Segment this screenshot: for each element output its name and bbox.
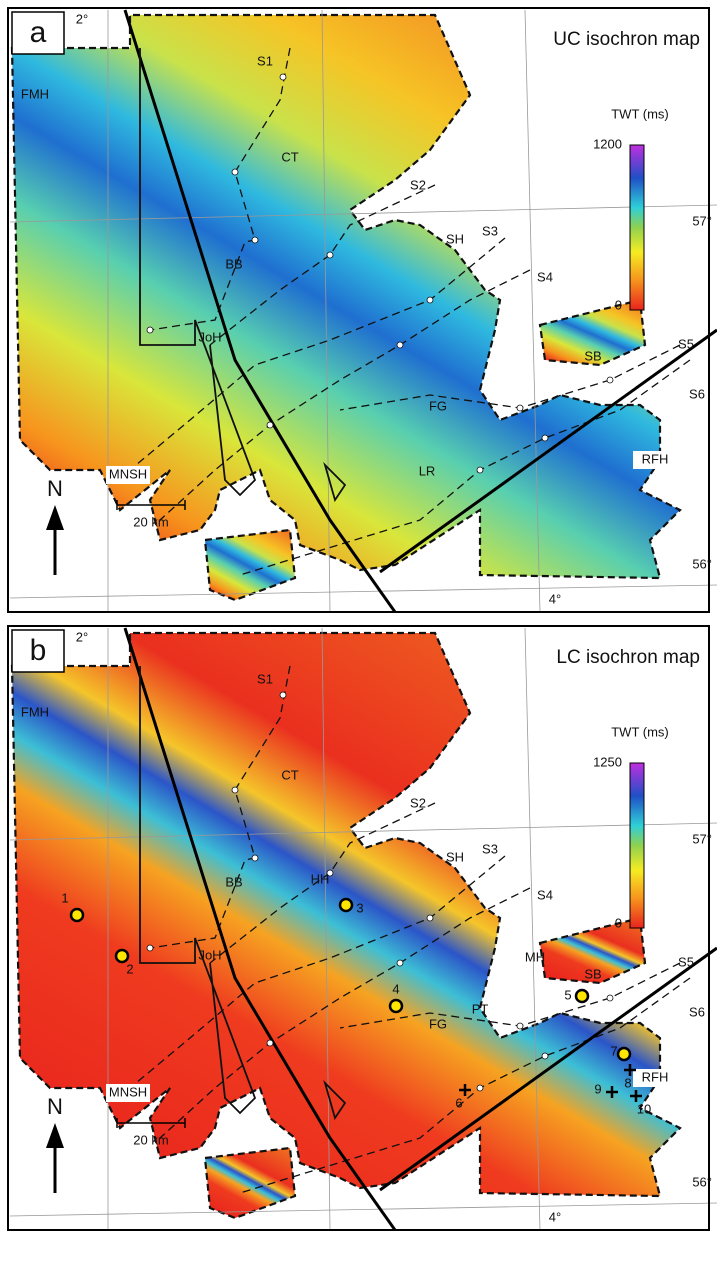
- well-label: 4: [392, 981, 399, 996]
- longitude-label: 4°: [549, 591, 561, 606]
- well-label: 2: [126, 961, 133, 976]
- profile-label: S6: [689, 386, 705, 401]
- area-label: SH: [446, 231, 464, 246]
- area-label: FG: [429, 398, 447, 413]
- profile-label: S6: [689, 1004, 705, 1019]
- profile-label: S1: [257, 671, 273, 686]
- well-marker: [69, 907, 85, 923]
- well-label: 3: [356, 900, 363, 915]
- longitude-label: 2°: [76, 11, 88, 26]
- scale-label: 20 km: [133, 514, 168, 529]
- area-label: SB: [584, 348, 601, 363]
- latitude-label: 56°: [692, 1174, 712, 1189]
- area-label: CT: [281, 149, 298, 164]
- area-label: FMH: [21, 86, 49, 101]
- isochron-map: [10, 631, 682, 1220]
- label-box: [106, 1084, 150, 1102]
- label-box: [106, 466, 150, 484]
- label-box: [633, 1069, 677, 1087]
- profile-label: S1: [257, 53, 273, 68]
- well-marker: [459, 1084, 471, 1096]
- latitude-label: 57°: [692, 831, 712, 846]
- north-label: N: [47, 476, 63, 501]
- colorbar-max: 1200: [593, 136, 622, 151]
- area-label: JoH: [198, 947, 221, 962]
- panel-a: a UC isochron map TWT (ms) 1200 0 2° 4° 57° 56° N…: [6, 6, 717, 614]
- area-label: BB: [225, 256, 242, 271]
- well-marker: [114, 948, 130, 964]
- area-label: MH: [525, 949, 545, 964]
- area-label: MNSH: [109, 1084, 147, 1099]
- area-label: SH: [446, 849, 464, 864]
- well-label: 8: [624, 1075, 631, 1090]
- well-label: 5: [564, 987, 571, 1002]
- colorbar-max: 1250: [593, 754, 622, 769]
- well-marker: [338, 897, 354, 913]
- panel-b: b LC isochron map TWT (ms) 1250 0 2° 4° 57° 56° N…: [6, 624, 717, 1232]
- colorbar-label: TWT (ms): [611, 106, 669, 121]
- profile-label: S2: [410, 177, 426, 192]
- profile-label: S3: [482, 841, 498, 856]
- colorbar-min: 0: [615, 915, 622, 930]
- profile-label: S4: [537, 269, 553, 284]
- well-marker: [624, 1064, 636, 1076]
- area-label: BB: [225, 874, 242, 889]
- well-label: 6: [455, 1095, 462, 1110]
- well-label: 7: [610, 1043, 617, 1058]
- well-label: 1: [61, 890, 68, 905]
- area-label: FG: [429, 1016, 447, 1031]
- profile-label: S5: [678, 336, 694, 351]
- area-label: MNSH: [109, 466, 147, 481]
- well-label: 10: [637, 1101, 651, 1116]
- area-label: SB: [584, 966, 601, 981]
- area-label: JoH: [198, 329, 221, 344]
- well-marker: [616, 1046, 632, 1062]
- area-label: PT: [472, 1001, 489, 1016]
- colorbar-label: TWT (ms): [611, 724, 669, 739]
- profile-label: S5: [678, 954, 694, 969]
- scale-label: 20 km: [133, 1132, 168, 1147]
- profile-label: S4: [537, 887, 553, 902]
- well-label: 9: [594, 1081, 601, 1096]
- area-label: LR: [419, 463, 436, 478]
- north-label: N: [47, 1094, 63, 1119]
- well-marker: [574, 988, 590, 1004]
- area-label: CT: [281, 767, 298, 782]
- longitude-label: 4°: [549, 1209, 561, 1224]
- profile-label: S3: [482, 223, 498, 238]
- area-label: RFH: [642, 451, 669, 466]
- label-box: [633, 451, 677, 469]
- map-title: UC isochron map: [553, 29, 700, 50]
- well-marker: [606, 1086, 618, 1098]
- longitude-label: 2°: [76, 629, 88, 644]
- map-title: LC isochron map: [556, 647, 700, 668]
- well-marker: [630, 1090, 642, 1102]
- isochron-map: [10, 13, 682, 602]
- latitude-label: 56°: [692, 556, 712, 571]
- colorbar-min: 0: [615, 297, 622, 312]
- area-label: FMH: [21, 704, 49, 719]
- latitude-label: 57°: [692, 213, 712, 228]
- profile-label: S2: [410, 795, 426, 810]
- area-label: RFH: [642, 1069, 669, 1084]
- area-label: HH: [311, 871, 330, 886]
- panel-letter: a: [30, 16, 47, 49]
- well-marker: [388, 998, 404, 1014]
- panel-letter: b: [30, 634, 47, 667]
